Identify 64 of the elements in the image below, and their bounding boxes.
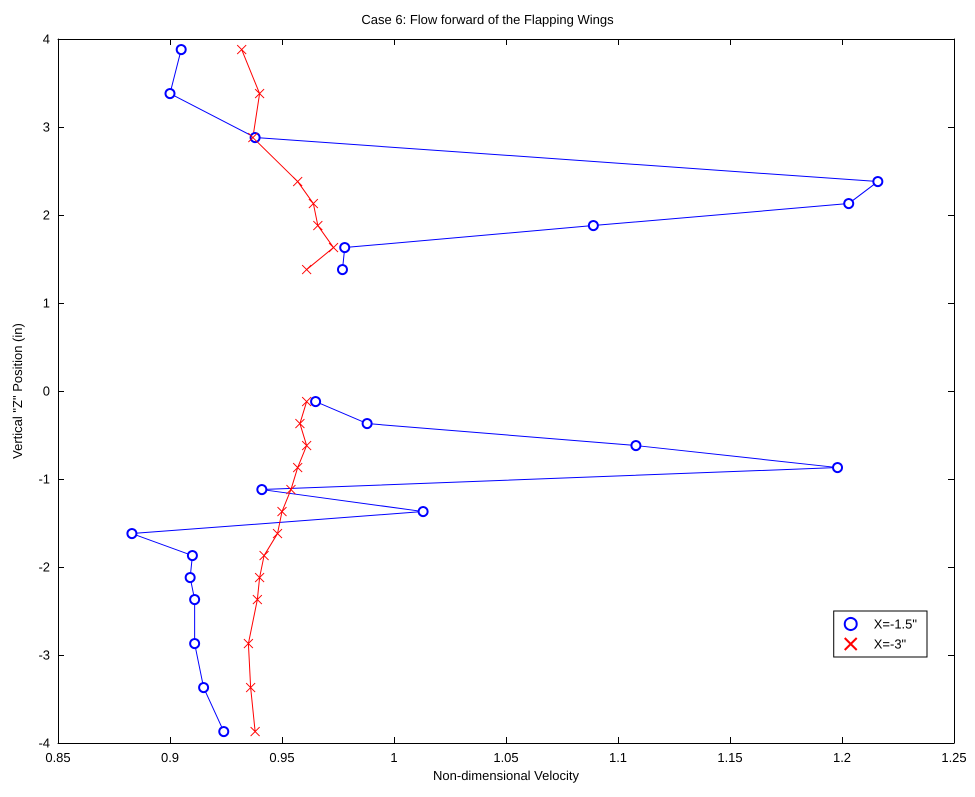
y-tick-label: -3 — [38, 648, 50, 662]
point — [246, 682, 256, 693]
point — [189, 594, 200, 606]
x-tick-label: 1.1 — [608, 750, 628, 765]
point — [832, 462, 844, 474]
point — [198, 682, 210, 694]
point — [292, 462, 303, 473]
point — [312, 220, 323, 231]
point — [310, 396, 322, 408]
y-tick-label: 4 — [42, 32, 50, 46]
point — [843, 198, 854, 210]
x-tick-label: 1.25 — [941, 750, 967, 765]
point — [218, 726, 230, 738]
point — [236, 44, 247, 55]
x-tick-label: 0.9 — [160, 750, 180, 765]
y-tick-label: -1 — [38, 472, 50, 486]
point — [336, 264, 348, 276]
point — [184, 572, 196, 584]
y-tick-label: 0 — [42, 384, 50, 398]
y-tick-label: -4 — [38, 736, 50, 750]
point — [302, 264, 312, 275]
point — [272, 528, 283, 539]
point — [248, 132, 258, 143]
x-tick-label: 0.85 — [45, 750, 71, 765]
y-tick-label: 1 — [42, 296, 50, 310]
x-tick-label: 1 — [390, 750, 398, 765]
point — [256, 484, 268, 496]
point — [294, 418, 305, 429]
x-tick-label: 0.95 — [269, 750, 295, 765]
point — [254, 572, 265, 583]
y-axis-title: Vertical "Z" Position (in) — [10, 323, 25, 459]
x-tick-label: 1.05 — [493, 750, 519, 765]
legend-label: X=-1.5" — [874, 616, 918, 632]
point — [176, 44, 187, 56]
point — [189, 638, 200, 650]
point — [418, 506, 429, 518]
point — [630, 440, 642, 452]
x-axis-title: Non-dimensional Velocity — [433, 768, 580, 783]
x-tick-label: 1.2 — [832, 750, 852, 765]
point — [872, 176, 884, 188]
point — [277, 506, 287, 517]
legend-label: X=-3" — [874, 636, 907, 652]
point — [328, 242, 339, 253]
y-tick-label: 3 — [42, 120, 50, 134]
chart-title: Case 6: Flow forward of the Flapping Wings — [361, 12, 614, 27]
point — [588, 220, 599, 232]
point — [292, 176, 303, 187]
point — [252, 594, 262, 605]
point — [250, 726, 260, 737]
point — [302, 440, 312, 451]
point — [254, 88, 265, 99]
point — [164, 88, 176, 100]
y-tick-label: 2 — [42, 208, 50, 222]
point — [362, 418, 373, 430]
y-tick-label: -2 — [38, 560, 50, 574]
point — [186, 550, 198, 562]
x-tick-label: 1.15 — [717, 750, 743, 765]
point — [126, 528, 138, 540]
point — [286, 484, 296, 495]
point — [308, 198, 318, 209]
point — [339, 242, 350, 254]
point — [243, 638, 254, 649]
point — [259, 550, 270, 561]
point — [302, 396, 312, 407]
